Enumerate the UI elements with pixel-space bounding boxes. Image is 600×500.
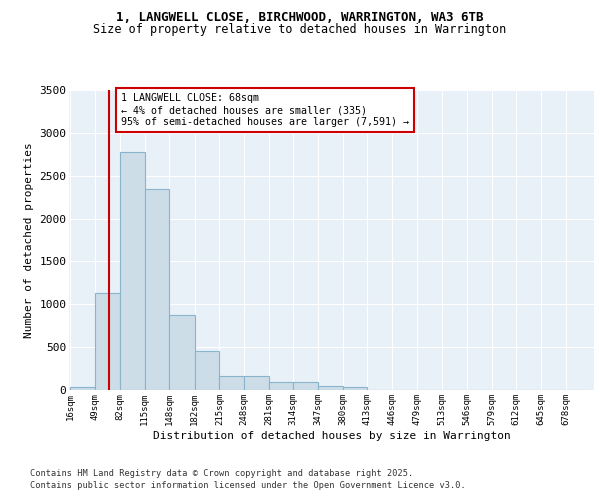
- Bar: [95, 293, 120, 390]
- Bar: [318, 386, 343, 390]
- Text: Contains HM Land Registry data © Crown copyright and database right 2025.: Contains HM Land Registry data © Crown c…: [30, 468, 413, 477]
- Bar: [343, 386, 367, 390]
- Bar: [244, 376, 269, 390]
- Y-axis label: Number of detached properties: Number of detached properties: [23, 142, 34, 338]
- Text: 1, LANGWELL CLOSE, BIRCHWOOD, WARRINGTON, WA3 6TB: 1, LANGWELL CLOSE, BIRCHWOOD, WARRINGTON…: [116, 11, 484, 24]
- Bar: [220, 376, 244, 390]
- Text: 1 LANGWELL CLOSE: 68sqm
← 4% of detached houses are smaller (335)
95% of semi-de: 1 LANGWELL CLOSE: 68sqm ← 4% of detached…: [121, 94, 409, 126]
- Bar: [269, 382, 293, 390]
- Bar: [70, 387, 95, 390]
- Text: Contains public sector information licensed under the Open Government Licence v3: Contains public sector information licen…: [30, 481, 466, 490]
- Bar: [145, 188, 169, 390]
- Bar: [194, 352, 220, 390]
- Text: Size of property relative to detached houses in Warrington: Size of property relative to detached ho…: [94, 22, 506, 36]
- Bar: [293, 382, 318, 390]
- Bar: [120, 152, 145, 390]
- X-axis label: Distribution of detached houses by size in Warrington: Distribution of detached houses by size …: [152, 430, 511, 440]
- Bar: [169, 314, 194, 390]
